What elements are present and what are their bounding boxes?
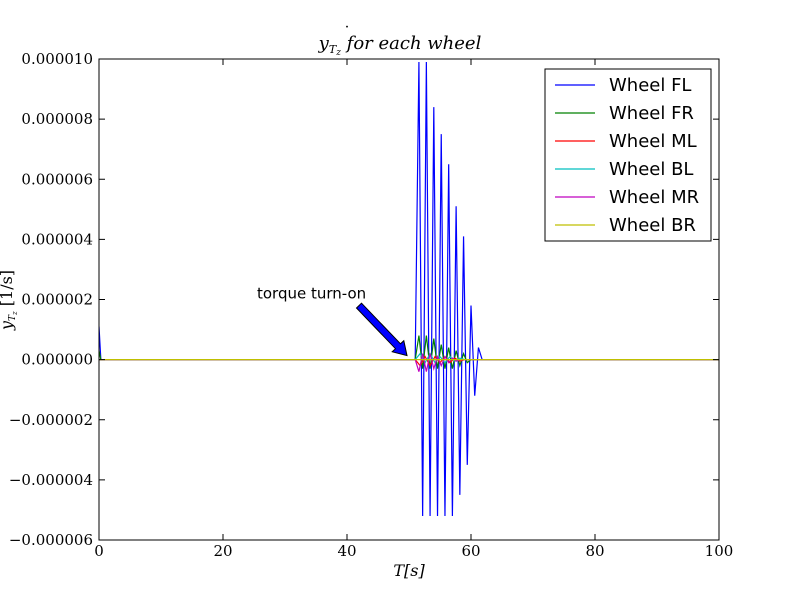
x-tick-label: 20 xyxy=(213,542,232,560)
x-tick-label: 60 xyxy=(461,542,480,560)
x-tick-label: 0 xyxy=(94,542,104,560)
series-line-wheel-mr xyxy=(99,353,719,372)
y-tick-label: 0.000006 xyxy=(21,170,93,188)
y-tick-label: −0.000004 xyxy=(9,471,93,489)
legend-label: Wheel FL xyxy=(609,75,691,96)
annotation-arrow xyxy=(355,302,408,357)
x-tick-label: 80 xyxy=(585,542,604,560)
x-ticks: 0 20 40 60 80 100 xyxy=(94,59,733,560)
series-line-wheel-fl xyxy=(99,62,719,516)
x-axis-label: T[s] xyxy=(393,561,425,580)
series-group xyxy=(99,62,719,516)
x-tick-label: 40 xyxy=(337,542,356,560)
legend-label: Wheel BL xyxy=(609,159,693,180)
legend-label: Wheel MR xyxy=(609,187,699,208)
legend-box xyxy=(544,68,712,242)
legend-label: Wheel FR xyxy=(609,103,694,124)
legend-label: Wheel ML xyxy=(609,131,697,152)
series-line-wheel-fr xyxy=(99,335,719,369)
x-tick-label: 100 xyxy=(705,542,734,560)
chart-title: yTz for each wheel xyxy=(318,33,482,58)
y-tick-label: −0.000006 xyxy=(9,531,93,549)
y-ticks: −0.000006 −0.000004 −0.000002 0.000000 0.000… xyxy=(9,50,719,549)
series-line-wheel-bl xyxy=(99,352,719,364)
series-line-wheel-ml xyxy=(99,355,719,367)
y-tick-label: 0.000010 xyxy=(21,50,93,68)
legend: Wheel FL Wheel FR Wheel ML Wheel BL Wheel MR… xyxy=(544,68,712,242)
y-tick-label: 0.000000 xyxy=(21,351,93,369)
annotation: torque turn-on xyxy=(257,285,408,357)
legend-label: Wheel BR xyxy=(609,215,696,236)
y-tick-label: −0.000002 xyxy=(9,411,93,429)
chart-title-dot: ˙ xyxy=(343,23,351,42)
y-tick-label: 0.000004 xyxy=(21,230,93,248)
y-tick-label: 0.000008 xyxy=(21,110,93,128)
y-axis-label: yTz [1/s] xyxy=(0,270,19,331)
y-tick-label: 0.000002 xyxy=(21,291,93,309)
annotation-text: torque turn-on xyxy=(257,285,366,303)
